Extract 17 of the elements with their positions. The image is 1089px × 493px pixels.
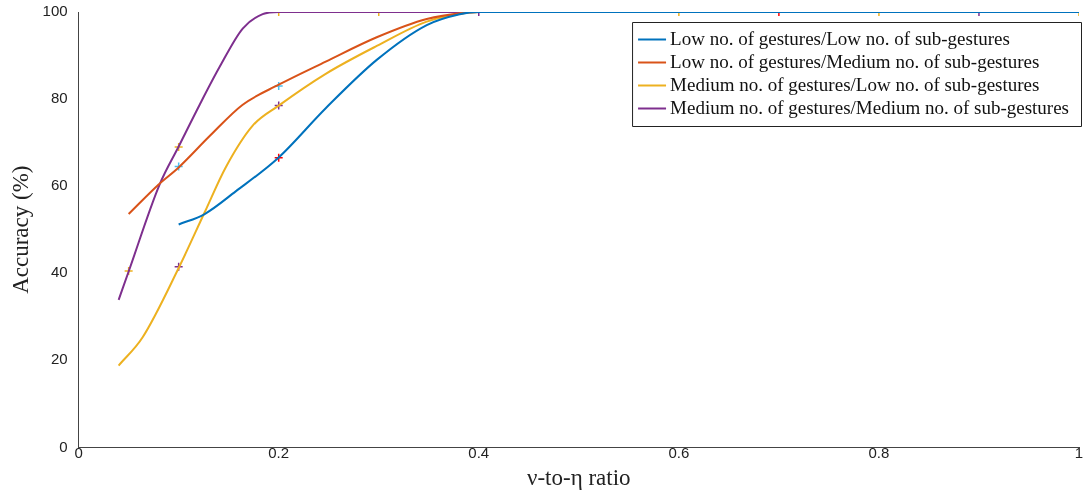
y-axis-title: Accuracy (%) [7, 165, 33, 294]
x-tick-label: 0.2 [268, 443, 290, 461]
x-tick-label: 0.6 [668, 443, 690, 461]
x-tick-label: 0.8 [868, 443, 890, 461]
y-tick-label: 40 [50, 263, 68, 281]
legend-label: Low no. of gestures/Low no. of sub-gestures [670, 28, 1010, 50]
y-tick-label: 100 [42, 2, 68, 20]
legend-label: Low no. of gestures/Medium no. of sub-gestures [670, 51, 1040, 73]
legend-label: Medium no. of gestures/Medium no. of sub-gestures [670, 97, 1070, 119]
x-tick-label: 0.4 [468, 443, 490, 461]
legend-label: Medium no. of gestures/Low no. of sub-gestures [670, 74, 1040, 96]
y-tick-label: 20 [50, 350, 68, 368]
x-tick-label: 0 [74, 443, 83, 461]
x-axis-title: ν-to-η ratio [527, 465, 631, 491]
y-tick-label: 80 [50, 89, 68, 107]
y-tick-label: 60 [50, 176, 68, 194]
x-tick-label: 1 [1074, 443, 1084, 461]
